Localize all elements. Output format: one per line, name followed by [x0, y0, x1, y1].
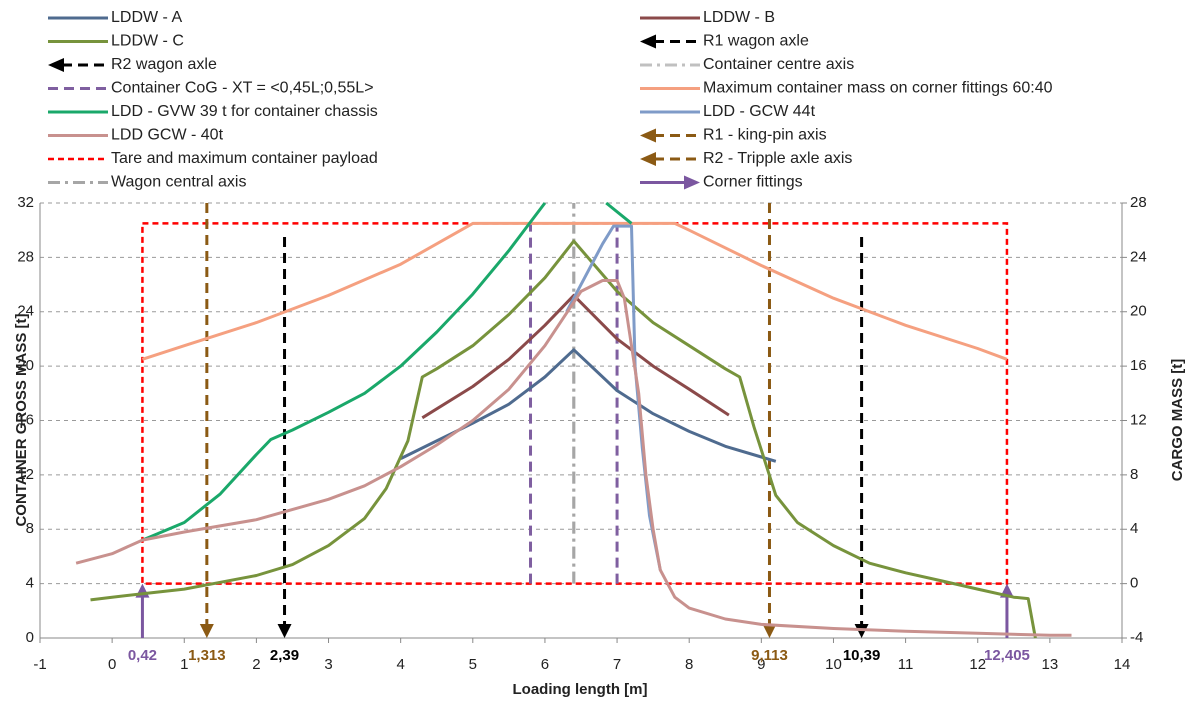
legend-label: Container CoG - XT = <0,45L;0,55L> [111, 80, 374, 97]
x-tick-label: 0 [108, 656, 116, 673]
legend-swatch [48, 58, 64, 72]
legend-swatch [640, 34, 656, 49]
legend-swatch [640, 128, 656, 143]
marker-label: 2,39 [270, 647, 299, 664]
y-tick-label: 24 [17, 303, 34, 320]
y-tick-label: 28 [17, 248, 34, 265]
legend-label: LDDW - A [111, 9, 182, 26]
y2-tick-label: 4 [1130, 520, 1138, 537]
legend-label: LDDW - C [111, 33, 184, 50]
series-line [421, 293, 730, 420]
y2-tick-label: 24 [1130, 248, 1147, 265]
y2-tick-label: 8 [1130, 466, 1138, 483]
legend-label: Container centre axis [703, 56, 854, 73]
x-tick-label: 11 [898, 656, 914, 673]
legend-label: LDDW - B [703, 9, 775, 26]
marker-label: 12,405 [984, 647, 1030, 664]
x-tick-label: 1 [180, 656, 188, 673]
y2-tick-label: 20 [1130, 303, 1147, 320]
x-tick-label: 2 [252, 656, 260, 673]
series-line [75, 279, 1072, 637]
arrow-head [762, 624, 777, 638]
x-tick-label: 7 [613, 656, 621, 673]
y2-tick-label: 28 [1130, 194, 1147, 211]
marker-label: 1,313 [188, 647, 226, 664]
x-tick-label: 4 [396, 656, 404, 673]
x-tick-label: 5 [469, 656, 477, 673]
series-line [90, 239, 1037, 639]
marker-label: 0,42 [128, 647, 157, 664]
legend-label: Maximum container mass on corner fitting… [703, 80, 1053, 97]
y2-tick-label: 16 [1130, 357, 1147, 374]
legend-label: Wagon central axis [111, 174, 246, 191]
y2-tick-label: -4 [1130, 629, 1143, 646]
y-tick-label: 0 [26, 629, 34, 646]
marker-label: 10,39 [843, 647, 881, 664]
legend-swatch [684, 175, 700, 190]
legend-label: R2 wagon axle [111, 56, 217, 73]
x-tick-label: 3 [324, 656, 332, 673]
arrow-head [277, 624, 292, 638]
y-tick-label: 16 [17, 411, 34, 428]
legend-label: LDD - GVW 39 t for container chassis [111, 103, 378, 120]
y-tick-label: 32 [17, 194, 34, 211]
arrow-head [199, 624, 214, 638]
series-line [141, 201, 633, 542]
x-tick-label: 10 [825, 656, 842, 673]
y-tick-label: 4 [26, 575, 34, 592]
x-tick-label: 8 [685, 656, 693, 673]
y-tick-label: 20 [17, 357, 34, 374]
legend-swatch [640, 152, 656, 166]
x-tick-label: 14 [1114, 656, 1131, 673]
x-tick-label: 9 [757, 656, 765, 673]
y-tick-label: 8 [26, 520, 34, 537]
y-tick-label: 12 [17, 466, 34, 483]
legend-label: Tare and maximum container payload [111, 150, 378, 167]
series-line [565, 224, 662, 571]
y2-axis-title: CARGO MASS [t] [1169, 359, 1186, 482]
x-tick-label: -1 [33, 656, 46, 673]
series-line [141, 221, 1008, 361]
legend-label: R1 - king-pin axis [703, 127, 827, 144]
x-tick-label: 6 [541, 656, 549, 673]
legend-label: Corner fittings [703, 174, 803, 191]
x-tick-label: 13 [1042, 656, 1059, 673]
legend-label: R1 wagon axle [703, 33, 809, 50]
x-tick-label: 12 [969, 656, 986, 673]
y-axis-title: CONTAINER GROSS MASS [t] [13, 313, 30, 526]
legend-label: LDD GCW - 40t [111, 127, 224, 144]
legend-label: LDD - GCW 44t [703, 103, 816, 120]
marker-label: 9,113 [751, 647, 788, 664]
y2-tick-label: 12 [1130, 411, 1147, 428]
x-axis-title: Loading length [m] [513, 681, 648, 698]
legend-label: R2 - Tripple axle axis [703, 150, 852, 167]
y2-tick-label: 0 [1130, 575, 1138, 592]
